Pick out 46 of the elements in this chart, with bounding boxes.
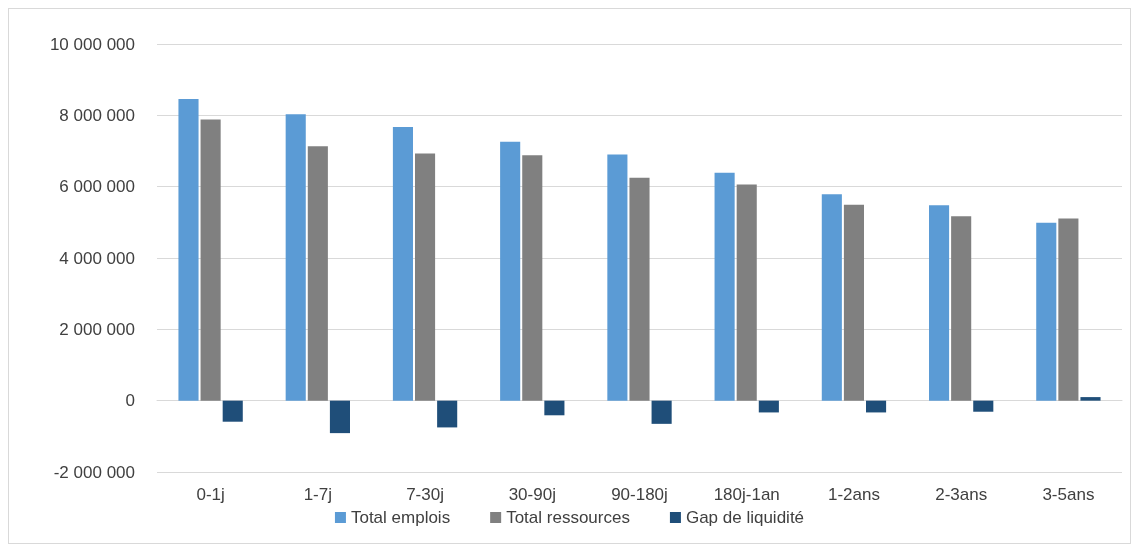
y-tick-label: 8 000 000 bbox=[59, 105, 135, 125]
x-tick-label: 0-1j bbox=[196, 485, 225, 504]
bar bbox=[714, 172, 735, 401]
bar bbox=[222, 400, 243, 422]
bar bbox=[1058, 218, 1079, 401]
x-tick-label: 30-90j bbox=[508, 485, 556, 504]
bar bbox=[821, 194, 842, 401]
legend-label: Gap de liquidité bbox=[685, 508, 805, 527]
bar bbox=[544, 400, 565, 416]
bar bbox=[929, 205, 950, 401]
y-tick-label: 0 bbox=[125, 391, 135, 411]
bar bbox=[329, 400, 350, 434]
x-tick-label: 3-5ans bbox=[1042, 485, 1095, 504]
x-tick-label: 1-2ans bbox=[827, 485, 880, 504]
x-tick-label: 90-180j bbox=[611, 485, 668, 504]
bar bbox=[629, 177, 650, 401]
bar bbox=[1036, 222, 1057, 401]
bar bbox=[200, 119, 221, 401]
x-tick-label: 2-3ans bbox=[935, 485, 988, 504]
y-tick-label: 2 000 000 bbox=[59, 319, 135, 339]
bar bbox=[1080, 397, 1101, 401]
bar bbox=[178, 98, 199, 401]
bar bbox=[392, 127, 413, 401]
bar bbox=[415, 153, 436, 401]
x-tick-label: 7-30j bbox=[406, 485, 444, 504]
y-tick-label: -2 000 000 bbox=[53, 462, 135, 482]
bar bbox=[607, 154, 628, 401]
bar bbox=[736, 184, 757, 401]
bar bbox=[951, 216, 972, 401]
legend-label: Total emplois bbox=[350, 508, 451, 527]
bar bbox=[437, 400, 458, 428]
bar bbox=[522, 155, 543, 401]
bar bbox=[973, 400, 994, 412]
legend-label: Total ressources bbox=[506, 508, 630, 527]
bar bbox=[758, 400, 779, 413]
y-tick-label: 6 000 000 bbox=[59, 177, 135, 197]
bar bbox=[866, 400, 887, 413]
bar bbox=[307, 146, 328, 401]
x-tick-label: 1-7j bbox=[303, 485, 333, 504]
x-tick-label: 180j-1an bbox=[713, 485, 780, 504]
y-tick-label: 10 000 000 bbox=[49, 34, 135, 54]
y-tick-label: 4 000 000 bbox=[59, 248, 135, 268]
bar bbox=[500, 141, 521, 401]
bar bbox=[285, 114, 306, 401]
bar bbox=[651, 400, 672, 424]
bar bbox=[843, 204, 864, 401]
